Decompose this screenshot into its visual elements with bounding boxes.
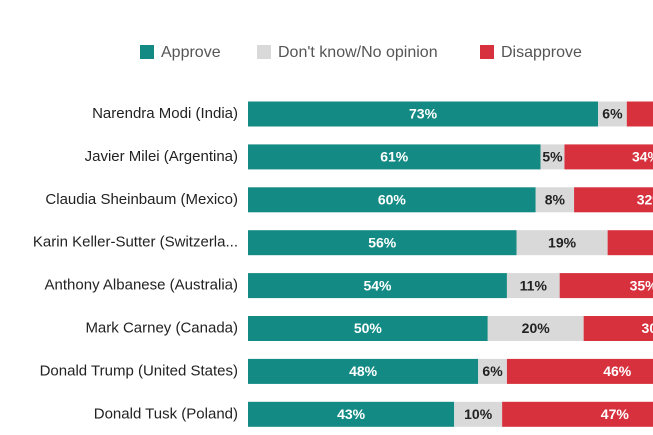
category-label: Donald Trump (United States) <box>40 362 238 379</box>
value-label: 5% <box>542 149 563 165</box>
bar-segment <box>583 316 653 341</box>
bar-segment <box>540 144 565 170</box>
category-label: Donald Tusk (Poland) <box>94 405 238 422</box>
bar-segment <box>248 230 517 256</box>
bar-segment <box>516 230 608 256</box>
value-label: 43% <box>337 406 366 422</box>
value-label: 20% <box>522 320 551 336</box>
value-label: 11% <box>520 277 548 293</box>
value-label: 54% <box>363 277 392 293</box>
bar-segment <box>506 273 560 299</box>
bar-segment <box>248 101 599 127</box>
bar-segment <box>607 230 653 256</box>
bar-segment <box>248 316 488 341</box>
bar-segment <box>598 101 627 127</box>
value-label: 30% <box>642 320 653 336</box>
value-label: 47% <box>601 406 630 422</box>
bar-segment <box>487 316 584 341</box>
legend-swatch <box>140 45 154 59</box>
bar-segment <box>564 144 653 170</box>
bar-segment <box>626 101 653 127</box>
value-label: 48% <box>349 363 378 379</box>
value-label: 46% <box>603 363 632 379</box>
value-label: 50% <box>354 320 383 336</box>
bar-segment <box>478 358 507 384</box>
value-label: 6% <box>602 106 623 122</box>
bar-segment <box>454 401 503 427</box>
value-label: 19% <box>548 234 577 250</box>
category-label: Anthony Albanese (Australia) <box>45 277 238 294</box>
bar-segment <box>248 358 479 384</box>
value-label: 10% <box>464 406 493 422</box>
legend-swatch <box>480 45 494 59</box>
value-label: 61% <box>380 149 409 165</box>
bar-segment <box>248 401 455 427</box>
bar-segment <box>506 358 653 384</box>
category-label: Javier Milei (Argentina) <box>85 148 238 165</box>
bar-segment <box>248 144 541 170</box>
category-label: Karin Keller-Sutter (Switzerla... <box>33 234 238 251</box>
value-label: 6% <box>482 363 503 379</box>
value-label: 73% <box>409 106 438 122</box>
value-label: 60% <box>378 192 407 208</box>
value-label: 35% <box>630 277 653 293</box>
category-label: Mark Carney (Canada) <box>85 319 238 336</box>
bar-segment <box>248 187 536 213</box>
value-label: 34% <box>632 149 653 165</box>
bar-segment <box>535 187 575 213</box>
category-label: Narendra Modi (India) <box>92 105 238 122</box>
bar-segment <box>559 273 653 299</box>
bar-segment <box>502 401 653 427</box>
legend-label: Disapprove <box>501 44 582 61</box>
bar-segment <box>574 187 653 213</box>
value-label: 32% <box>637 192 653 208</box>
value-label: 8% <box>545 192 566 208</box>
value-label: 56% <box>368 234 397 250</box>
category-label: Claudia Sheinbaum (Mexico) <box>45 191 238 208</box>
legend-label: Approve <box>161 44 221 61</box>
legend-swatch <box>257 45 271 59</box>
bar-segment <box>248 273 507 299</box>
legend-label: Don't know/No opinion <box>278 44 438 61</box>
